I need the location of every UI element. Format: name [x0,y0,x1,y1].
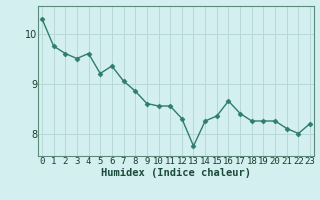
X-axis label: Humidex (Indice chaleur): Humidex (Indice chaleur) [101,168,251,178]
